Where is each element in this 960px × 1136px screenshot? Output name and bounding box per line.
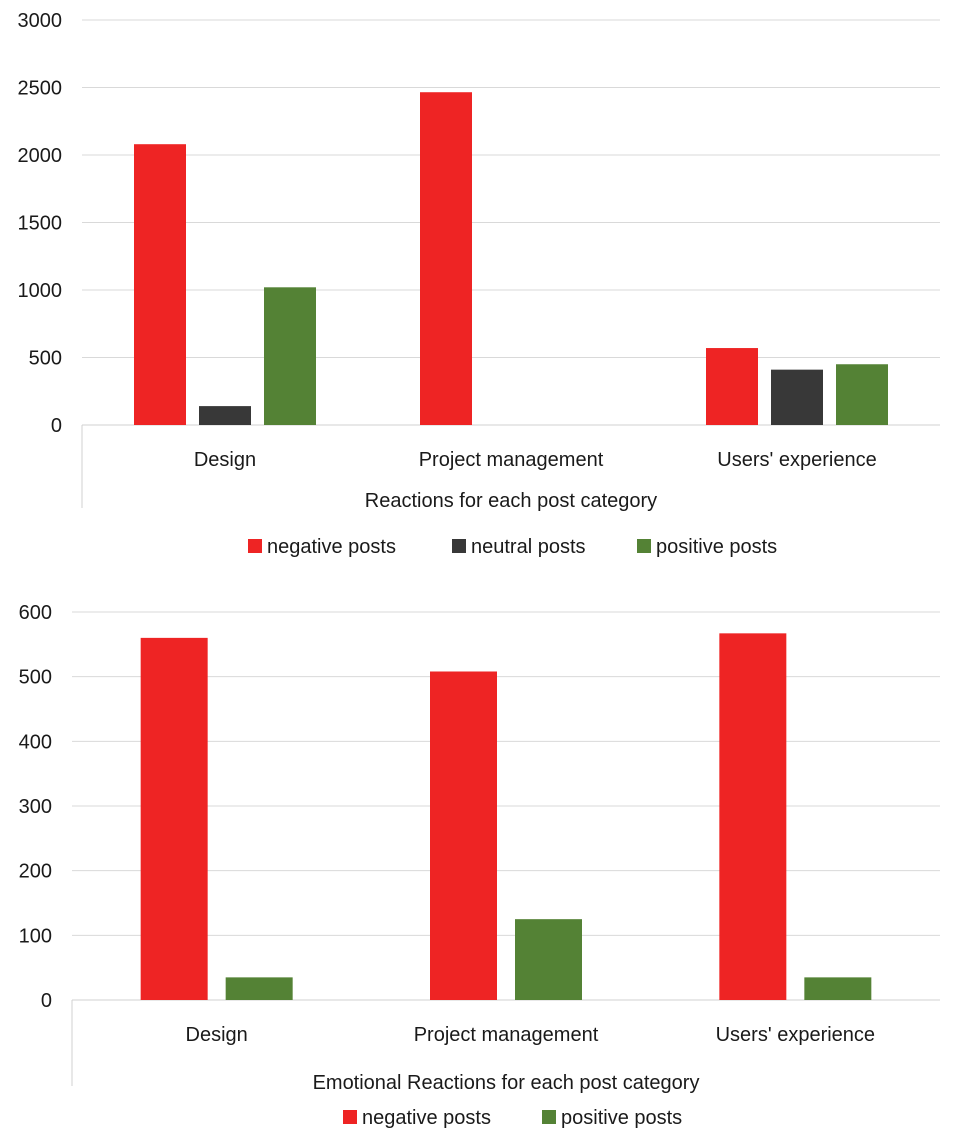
y-tick-label-2000: 2000 <box>18 145 63 167</box>
x-axis-title: Reactions for each post category <box>365 490 657 512</box>
bar-negative-posts-users-experience <box>719 633 787 1000</box>
chart-emotional-reactions: 0 100 200 300 400 500 600 Design Project managem… <box>19 602 940 1129</box>
y-tick-label-1000: 1000 <box>18 280 63 302</box>
legend-swatch-negative-posts <box>343 1110 357 1124</box>
y-tick-label-200: 200 <box>19 861 52 883</box>
y-tick-label-1500: 1500 <box>18 213 63 235</box>
legend-label-negative-posts: negative posts <box>362 1107 491 1129</box>
bar-positive-posts-design <box>264 287 316 425</box>
x-category-label-users-experience: Users' experience <box>716 1024 875 1046</box>
bar-positive-posts-users-experience <box>804 977 872 1000</box>
x-category-label-project-management: Project management <box>414 1024 599 1046</box>
x-category-label-design: Design <box>186 1024 248 1046</box>
y-tick-label-500: 500 <box>19 667 52 689</box>
x-axis-title: Emotional Reactions for each post catego… <box>313 1072 700 1094</box>
legend-swatch-negative-posts <box>248 539 262 553</box>
legend-label-neutral-posts: neutral posts <box>471 536 586 558</box>
y-tick-label-400: 400 <box>19 731 52 753</box>
legend-label-positive-posts: positive posts <box>656 536 777 558</box>
legend-swatch-positive-posts <box>542 1110 556 1124</box>
x-category-label-project-management: Project management <box>419 449 604 471</box>
y-tick-label-2500: 2500 <box>18 78 63 100</box>
bar-negative-posts-design <box>134 144 186 425</box>
x-category-label-design: Design <box>194 449 256 471</box>
y-tick-label-0: 0 <box>51 415 62 437</box>
bar-neutral-posts-design <box>199 406 251 425</box>
bar-negative-posts-project-management <box>420 92 472 425</box>
legend-swatch-positive-posts <box>637 539 651 553</box>
bar-neutral-posts-users-experience <box>771 369 823 425</box>
bar-positive-posts-project-management <box>515 919 582 1000</box>
legend-label-negative-posts: negative posts <box>267 536 396 558</box>
y-tick-label-500: 500 <box>29 348 62 370</box>
legend-label-positive-posts: positive posts <box>561 1107 682 1129</box>
bar-positive-posts-design <box>225 977 293 1000</box>
y-tick-label-300: 300 <box>19 796 52 818</box>
chart-reactions: 0 500 1000 1500 2000 2500 3000 Design Project ma… <box>18 10 940 558</box>
bar-negative-posts-project-management <box>430 671 497 1000</box>
x-category-label-users-experience: Users' experience <box>717 449 876 471</box>
y-tick-label-0: 0 <box>41 990 52 1012</box>
y-tick-label-600: 600 <box>19 602 52 624</box>
y-tick-label-100: 100 <box>19 925 52 947</box>
y-tick-label-3000: 3000 <box>18 10 63 32</box>
legend-swatch-neutral-posts <box>452 539 466 553</box>
bar-positive-posts-users-experience <box>836 364 888 425</box>
bar-negative-posts-design <box>140 637 208 1000</box>
bar-negative-posts-users-experience <box>706 348 758 425</box>
